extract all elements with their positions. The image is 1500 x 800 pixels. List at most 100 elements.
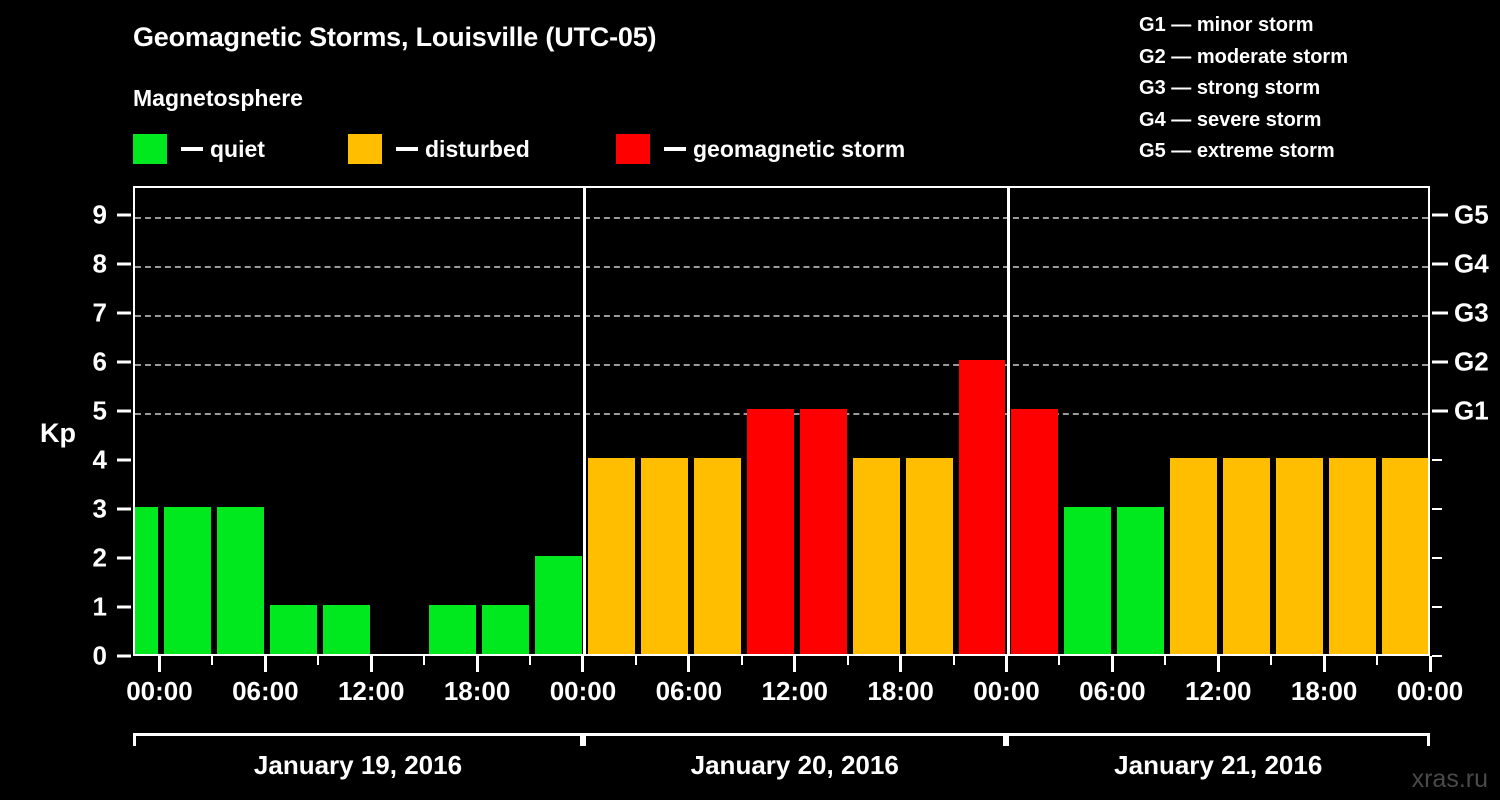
x-tick-label-1: 06:00: [232, 676, 299, 706]
x-axis-minor-tick-15: [952, 656, 955, 665]
legend-item-label: geomagnetic storm: [693, 135, 906, 162]
x-tick-mark-7: [899, 656, 903, 672]
legend-swatch-icon: [133, 134, 167, 164]
x-tick-mark-8: [1004, 656, 1008, 672]
x-axis-minor-tick-9: [634, 656, 637, 665]
plot-area: [133, 186, 1430, 656]
g-tick-label-G3: G3: [1454, 297, 1489, 328]
bar-kp-4-disturbed: [1276, 458, 1324, 654]
g-axis-minor-tick-2: [1432, 557, 1442, 560]
legend-dash-icon: [181, 147, 203, 151]
g-tick-label-G5: G5: [1454, 199, 1489, 230]
bar-kp-1-quiet: [270, 605, 318, 654]
x-tick-mark-4: [581, 656, 585, 672]
day-separator-2: [1006, 188, 1010, 654]
g-axis-minor-tick-8: [1432, 263, 1442, 266]
g-legend-row-2: G2 — moderate storm: [1139, 45, 1348, 68]
g-axis-minor-tick-3: [1432, 508, 1442, 511]
g-scale-legend: G1 — minor storm G2 — moderate storm G3 — …: [1139, 10, 1348, 168]
g-tick-label-G1: G1: [1454, 395, 1489, 426]
y-tick-mark-4: [117, 458, 131, 462]
bar-kp-3-quiet: [1117, 507, 1165, 654]
day-band-2: January 20, 2016: [582, 733, 1007, 793]
x-tick-label-10: 12:00: [1184, 676, 1252, 706]
legend-dash-icon: [396, 147, 418, 151]
y-tick-label-0: 0: [92, 640, 107, 671]
y-tick-mark-3: [117, 507, 131, 511]
g-axis-minor-tick-4: [1432, 459, 1442, 462]
y-tick-label-5: 5: [92, 395, 107, 426]
legend-item-1: disturbed: [348, 133, 530, 165]
legend-item-label: disturbed: [425, 135, 530, 162]
x-tick-label-5: 06:00: [655, 676, 723, 706]
x-axis-minor-tick-23: [1376, 656, 1379, 665]
y-tick-label-3: 3: [92, 493, 107, 524]
g-tick-label-G2: G2: [1454, 346, 1489, 377]
legend-item-2: geomagnetic storm: [616, 133, 905, 165]
legend-dash-icon: [664, 147, 686, 151]
day-band-1: January 19, 2016: [133, 733, 583, 793]
y-axis-labels: 0 1 2 3 4 5 6 7 8 9: [0, 186, 133, 671]
legend-item-0: quiet: [133, 133, 265, 165]
y-tick-mark-1: [117, 605, 131, 609]
g-scale-axis: G1 G2 G3 G4 G5: [1430, 186, 1500, 657]
bar-kp-1-quiet: [323, 605, 371, 654]
g-axis-minor-tick-6: [1432, 361, 1442, 364]
x-tick-label-3: 18:00: [443, 676, 511, 706]
g-tick-label-G4: G4: [1454, 248, 1489, 279]
bar-kp-1-quiet: [429, 605, 477, 654]
y-tick-label-2: 2: [92, 542, 107, 573]
bar-kp-1-quiet: [482, 605, 530, 654]
bar-kp-4-disturbed: [1223, 458, 1271, 654]
x-tick-mark-0: [157, 656, 161, 672]
g-legend-row-5: G5 — extreme storm: [1139, 140, 1335, 162]
day-label: January 20, 2016: [690, 750, 899, 780]
x-tick-mark-1: [263, 656, 267, 672]
watermark: xras.ru: [1411, 765, 1488, 793]
g-axis-minor-tick-0: [1432, 655, 1442, 657]
bar-kp-4-disturbed: [1170, 458, 1218, 654]
day-bracket: [582, 733, 1007, 746]
bar-kp-3-quiet: [135, 507, 159, 654]
gridline-kp-8: [135, 266, 1428, 269]
day-bands: January 19, 2016 January 20, 2016 January …: [133, 733, 1430, 793]
gridline-kp-6: [135, 364, 1428, 367]
bar-kp-4-disturbed: [693, 458, 741, 654]
x-tick-label-0: 00:00: [126, 676, 193, 706]
x-axis-minor-tick-1: [211, 656, 214, 665]
x-tick-label-2: 12:00: [337, 676, 405, 706]
bar-kp-4-disturbed: [640, 458, 688, 654]
x-tick-label-7: 18:00: [867, 676, 934, 706]
x-tick-label-12: 00:00: [1396, 676, 1464, 706]
y-tick-label-8: 8: [92, 248, 107, 279]
bar-kp-6-storm: [958, 360, 1006, 654]
y-tick-mark-9: [117, 213, 131, 217]
legend-swatch-icon: [348, 134, 382, 164]
bar-kp-3-quiet: [164, 507, 212, 654]
g-legend-row-3: G3 — strong storm: [1139, 77, 1321, 99]
y-tick-mark-7: [117, 311, 131, 315]
x-tick-mark-9: [1110, 656, 1114, 672]
x-axis-minor-tick-7: [529, 656, 532, 665]
x-axis: 00:00 06:00 12:00 18:00 00:00 06:00 12:00 18:00…: [126, 656, 1463, 716]
day-separator-1: [583, 188, 587, 654]
x-axis-minor-tick-11: [740, 656, 743, 665]
y-tick-mark-8: [117, 262, 131, 266]
day-label: January 21, 2016: [1114, 750, 1323, 780]
gridline-kp-9: [135, 217, 1428, 220]
y-tick-label-1: 1: [92, 591, 107, 622]
y-axis-title: Kp: [40, 417, 76, 448]
x-tick-label-9: 06:00: [1079, 676, 1146, 706]
day-band-3: January 21, 2016: [1006, 733, 1430, 793]
y-tick-label-9: 9: [92, 199, 107, 230]
y-tick-mark-0: [117, 654, 131, 658]
x-axis-minor-tick-13: [846, 656, 849, 665]
bar-kp-4-disturbed: [587, 458, 635, 654]
bar-kp-3-quiet: [1064, 507, 1112, 654]
x-tick-label-11: 18:00: [1290, 676, 1358, 706]
x-tick-mark-5: [687, 656, 691, 672]
bar-kp-4-disturbed: [905, 458, 953, 654]
bar-kp-2-quiet: [535, 556, 582, 654]
y-tick-label-4: 4: [92, 444, 107, 475]
